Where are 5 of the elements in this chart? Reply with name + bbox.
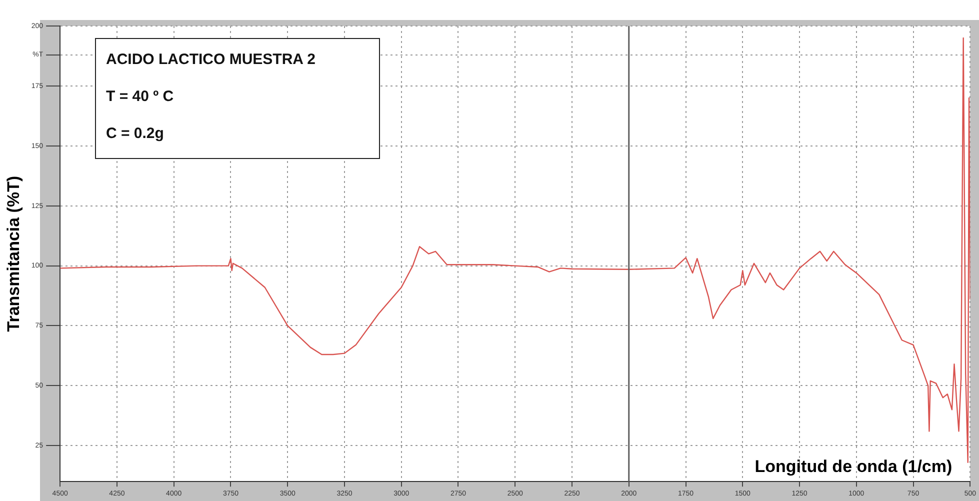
annotation: T = 40 º C [106, 88, 175, 105]
text-box: ACIDO LACTICO MUESTRA 2 T = 40 º C C = 0.2g [95, 38, 380, 159]
annotation: C = 0.2g [106, 125, 165, 142]
x-axis-title: Longitud de onda (1/cm) [754, 456, 952, 476]
y-axis-title: Transmitancia (%T) [4, 176, 23, 332]
